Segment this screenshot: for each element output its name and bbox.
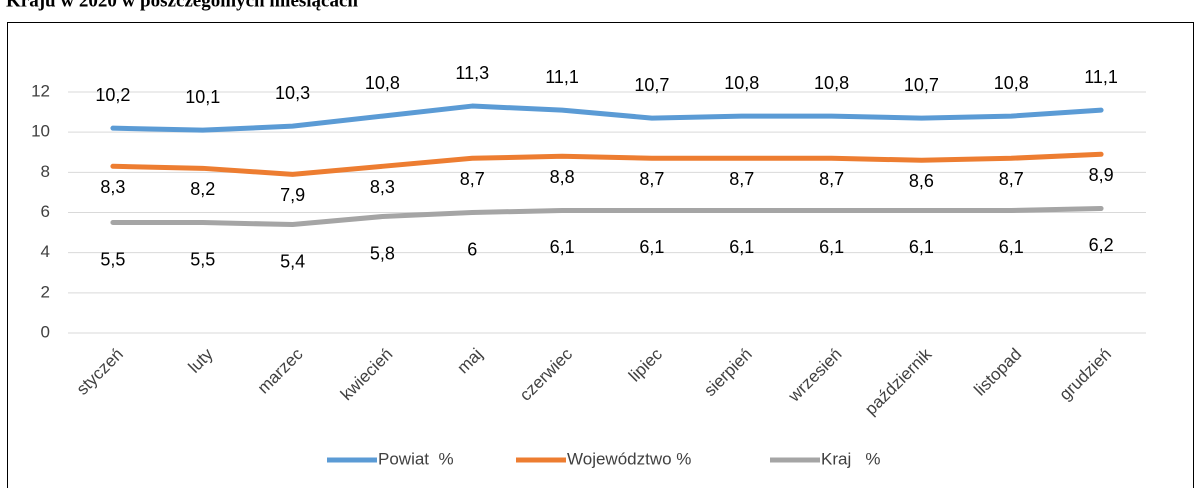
y-tick-label: 8 — [41, 162, 50, 181]
data-label: 8,3 — [370, 177, 395, 197]
x-tick-label: sierpień — [700, 345, 756, 401]
x-tick-label: luty — [185, 344, 217, 376]
x-tick-label: grudzień — [1056, 345, 1116, 405]
series-line — [110, 103, 1104, 133]
data-label: 8,6 — [909, 171, 934, 191]
data-label: 5,8 — [370, 243, 395, 263]
data-label: 8,8 — [550, 167, 575, 187]
x-tick-label: styczeń — [73, 345, 127, 399]
data-label: 10,2 — [95, 85, 130, 105]
data-label: 7,9 — [280, 185, 305, 205]
y-tick-label: 2 — [41, 282, 50, 301]
legend-label: Powiat % — [378, 449, 454, 468]
data-label: 6,1 — [639, 237, 664, 257]
y-tick-label: 10 — [31, 122, 50, 141]
data-label: 10,8 — [814, 73, 849, 93]
data-label: 5,5 — [100, 249, 125, 269]
data-label: 8,7 — [729, 169, 754, 189]
y-tick-label: 12 — [31, 81, 50, 100]
data-label: 6,1 — [909, 237, 934, 257]
data-label: 10,8 — [365, 73, 400, 93]
data-label: 8,7 — [639, 169, 664, 189]
chart-title: Kraju w 2020 w poszczególnych miesiącach — [6, 0, 358, 11]
data-label: 8,7 — [999, 169, 1024, 189]
chart-border — [7, 22, 1194, 488]
data-label: 6 — [467, 239, 477, 259]
series-line — [110, 151, 1104, 177]
data-label: 6,1 — [729, 237, 754, 257]
x-tick-label: marzec — [254, 344, 307, 397]
x-tick-label: listopad — [970, 345, 1025, 400]
x-tick-label: maj — [453, 345, 486, 378]
data-label: 10,7 — [634, 75, 669, 95]
data-label: 10,8 — [724, 73, 759, 93]
data-label: 11,1 — [545, 67, 579, 87]
legend-label: Kraj % — [821, 449, 881, 468]
data-label: 6,2 — [1089, 235, 1114, 255]
data-label: 11,3 — [455, 63, 489, 83]
data-label: 10,3 — [275, 83, 310, 103]
y-tick-label: 0 — [41, 322, 50, 341]
series-line — [110, 205, 1104, 228]
data-label: 8,7 — [460, 169, 485, 189]
y-tick-label: 6 — [41, 202, 50, 221]
x-tick-label: kwiecień — [337, 345, 397, 405]
x-tick-label: czerwiec — [516, 344, 577, 405]
legend-label: Województwo % — [567, 449, 691, 468]
data-label: 10,8 — [994, 73, 1029, 93]
y-tick-label: 4 — [41, 242, 50, 261]
data-label: 6,1 — [550, 237, 575, 257]
data-label: 11,1 — [1084, 67, 1118, 87]
data-label: 8,9 — [1089, 165, 1114, 185]
data-label: 10,7 — [904, 75, 939, 95]
data-label: 5,5 — [190, 249, 215, 269]
x-tick-label: wrzesień — [784, 345, 846, 407]
x-tick-label: październik — [861, 344, 936, 419]
data-label: 6,1 — [819, 237, 844, 257]
data-label: 8,2 — [190, 179, 215, 199]
data-label: 10,1 — [185, 87, 220, 107]
data-label: 6,1 — [999, 237, 1024, 257]
data-label: 8,7 — [819, 169, 844, 189]
data-label: 5,4 — [280, 251, 305, 271]
x-tick-label: lipiec — [625, 344, 666, 385]
data-label: 8,3 — [100, 177, 125, 197]
